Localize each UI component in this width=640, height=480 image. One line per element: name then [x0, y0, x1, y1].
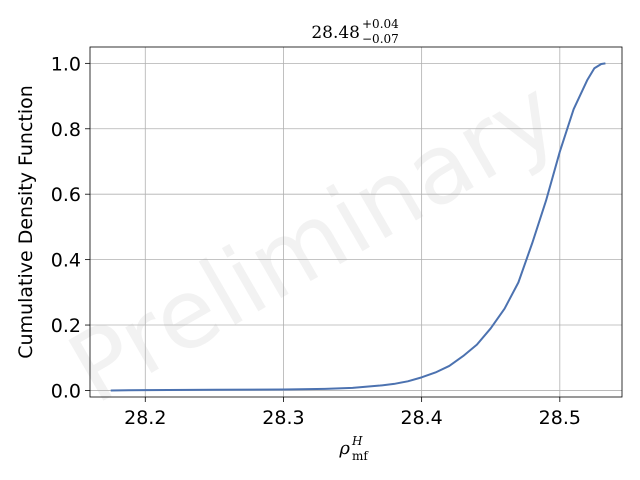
y-tick-label: 0.6	[51, 184, 81, 206]
y-axis-label: Cumulative Density Function	[15, 85, 37, 359]
y-tick-label: 0.2	[51, 315, 81, 337]
x-axis-label-subscript: mf	[352, 449, 369, 463]
x-tick-label: 28.3	[262, 407, 304, 429]
x-axis-label-symbol: ρ	[338, 438, 350, 459]
y-tick-label: 0.8	[51, 119, 81, 141]
watermark-text: Preliminary	[51, 57, 576, 425]
x-tick-label: 28.5	[539, 407, 581, 429]
title-lower-error: −0.07	[362, 32, 399, 46]
y-tick-label: 0.4	[51, 250, 81, 272]
x-axis-ticks: 28.2 28.3 28.4 28.5	[124, 397, 581, 429]
chart-title: 28.48 +0.04 −0.07	[311, 17, 399, 46]
title-upper-error: +0.04	[362, 17, 399, 31]
plot-frame	[89, 46, 623, 398]
y-axis-ticks: 0.0 0.2 0.4 0.6 0.8 1.0	[51, 53, 90, 402]
grid-lines	[90, 47, 622, 397]
y-tick-label: 0.0	[51, 380, 81, 402]
x-axis-label: ρ H mf	[338, 434, 369, 463]
x-tick-label: 28.2	[124, 407, 166, 429]
x-axis-label-superscript: H	[351, 434, 363, 448]
x-tick-label: 28.4	[400, 407, 442, 429]
y-tick-label: 1.0	[51, 53, 81, 75]
cdf-series-line	[110, 62, 606, 392]
title-base: 28.48	[311, 23, 360, 43]
